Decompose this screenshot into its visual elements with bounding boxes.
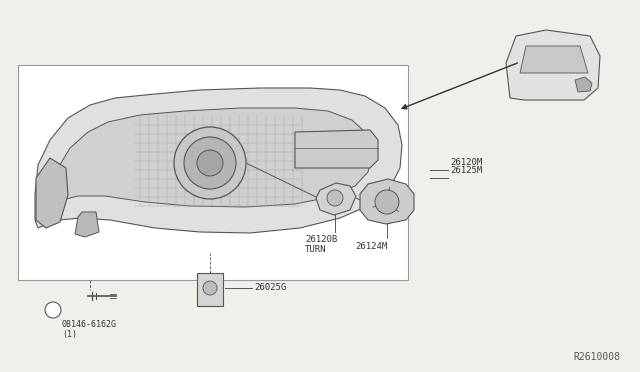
Text: B: B <box>51 305 55 314</box>
Circle shape <box>174 127 246 199</box>
Text: 26025G: 26025G <box>254 283 286 292</box>
Polygon shape <box>75 212 99 237</box>
Circle shape <box>184 137 236 189</box>
Circle shape <box>197 150 223 176</box>
Circle shape <box>327 190 343 206</box>
Polygon shape <box>35 88 402 233</box>
Polygon shape <box>360 179 414 224</box>
Polygon shape <box>506 30 600 100</box>
Circle shape <box>45 302 61 318</box>
Text: 26120M: 26120M <box>450 158 483 167</box>
Text: 08146-6162G
(1): 08146-6162G (1) <box>62 320 117 339</box>
Polygon shape <box>295 130 378 168</box>
Text: 26125M: 26125M <box>450 166 483 175</box>
Text: 26124M: 26124M <box>355 242 387 251</box>
Text: 26120B
TURN: 26120B TURN <box>305 235 337 254</box>
Polygon shape <box>36 158 68 228</box>
Bar <box>197 273 223 306</box>
Circle shape <box>203 281 217 295</box>
Polygon shape <box>575 77 592 92</box>
Text: R2610008: R2610008 <box>573 352 620 362</box>
Polygon shape <box>520 46 588 73</box>
Circle shape <box>375 190 399 214</box>
Polygon shape <box>316 183 356 215</box>
Polygon shape <box>55 108 372 207</box>
Bar <box>18 65 408 280</box>
